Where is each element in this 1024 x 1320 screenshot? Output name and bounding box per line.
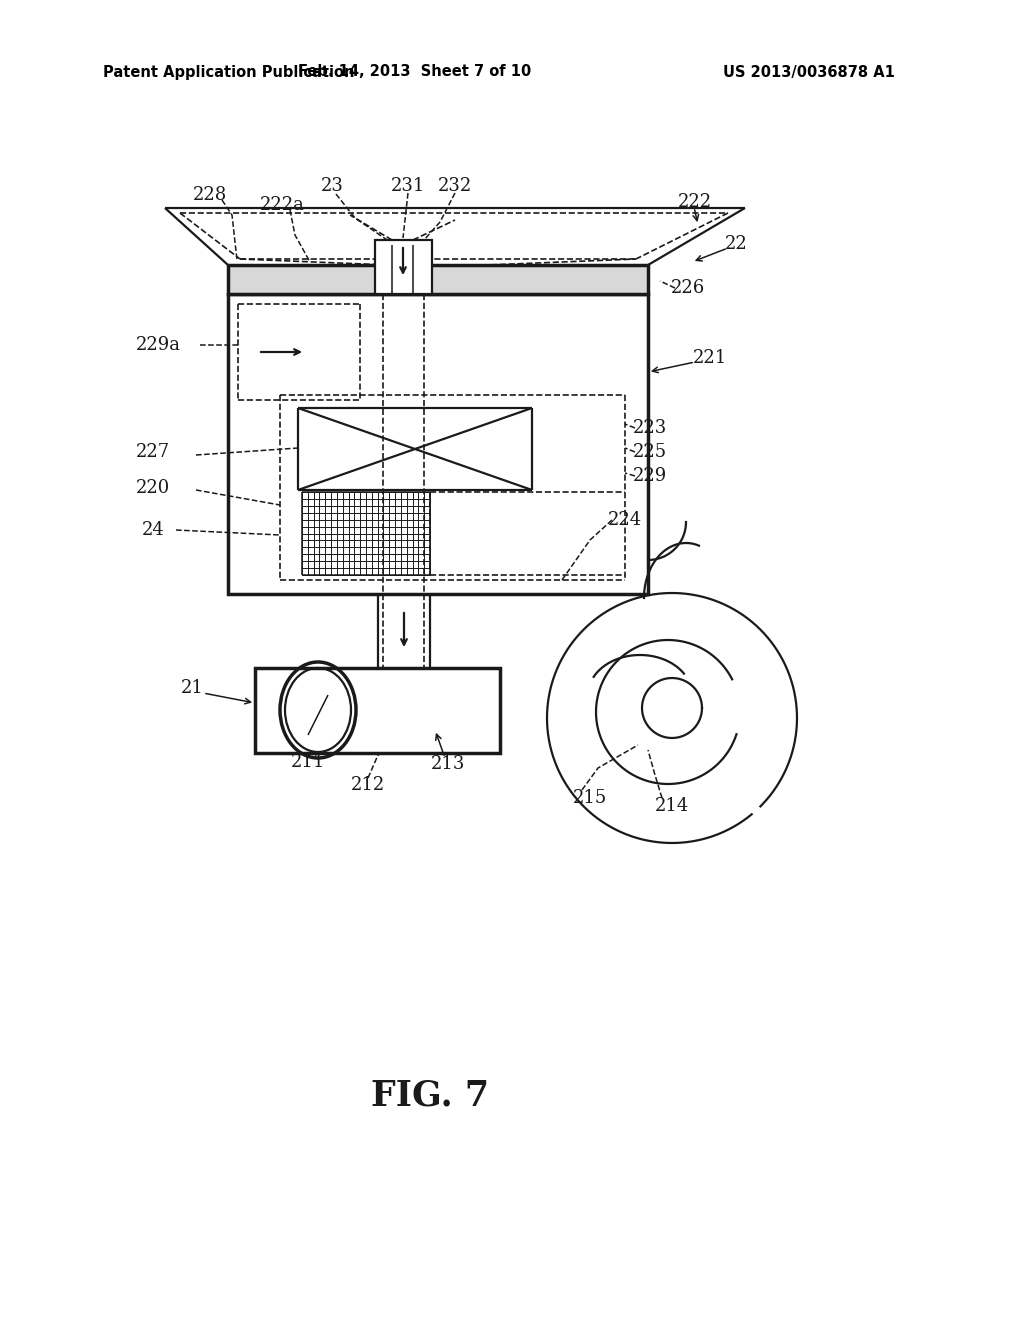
Text: 229a: 229a	[135, 337, 180, 354]
Text: 223: 223	[633, 418, 667, 437]
Text: 21: 21	[180, 678, 204, 697]
Bar	[228, 294, 648, 594]
Text: 222: 222	[678, 193, 712, 211]
Text: 221: 221	[693, 348, 727, 367]
Text: 231: 231	[391, 177, 425, 195]
Text: 212: 212	[351, 776, 385, 795]
Text: Feb. 14, 2013  Sheet 7 of 10: Feb. 14, 2013 Sheet 7 of 10	[298, 65, 531, 79]
Text: 220: 220	[136, 479, 170, 498]
Text: 232: 232	[438, 177, 472, 195]
Text: 24: 24	[141, 521, 165, 539]
Text: 229: 229	[633, 467, 667, 484]
Text: 228: 228	[193, 186, 227, 205]
Bar	[375, 240, 432, 294]
Text: 226: 226	[671, 279, 706, 297]
Text: 211: 211	[291, 752, 326, 771]
Text: Patent Application Publication: Patent Application Publication	[103, 65, 354, 79]
Text: 215: 215	[572, 789, 607, 807]
Text: 227: 227	[136, 444, 170, 461]
Text: 213: 213	[431, 755, 465, 774]
Bar	[255, 668, 500, 752]
Text: 222a: 222a	[259, 195, 304, 214]
Text: 22: 22	[725, 235, 748, 253]
Text: 225: 225	[633, 444, 667, 461]
Text: US 2013/0036878 A1: US 2013/0036878 A1	[723, 65, 895, 79]
Text: 214: 214	[655, 797, 689, 814]
Text: 23: 23	[321, 177, 343, 195]
Text: 224: 224	[608, 511, 642, 529]
Text: FIG. 7: FIG. 7	[371, 1078, 489, 1111]
Bar	[228, 265, 648, 294]
